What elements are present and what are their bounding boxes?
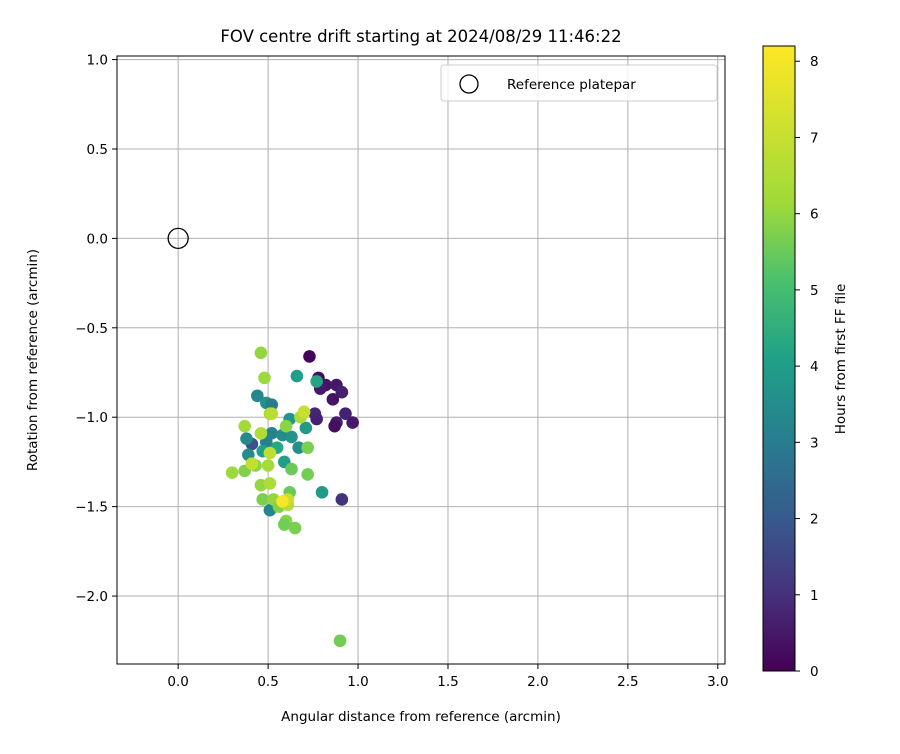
x-tick-label: 0.5 xyxy=(257,674,278,690)
data-point xyxy=(339,407,352,420)
colorbar-tick-label: 7 xyxy=(810,130,819,146)
x-tick-label: 0.0 xyxy=(167,674,188,690)
x-tick-label: 1.5 xyxy=(437,674,458,690)
y-tick-label: 0.5 xyxy=(87,142,108,158)
data-point xyxy=(285,462,298,476)
y-tick-label: 0.0 xyxy=(87,231,108,247)
legend-open-circle-icon xyxy=(459,74,479,94)
data-point xyxy=(261,459,275,472)
data-point xyxy=(238,419,252,433)
x-tick-label: 2.5 xyxy=(617,674,638,690)
colorbar-tick-label: 4 xyxy=(810,359,819,375)
y-tick-label: −1.5 xyxy=(75,500,108,516)
y-tick-label: −2.0 xyxy=(75,589,108,605)
plot-frame xyxy=(116,55,726,665)
x-tick-label: 3.0 xyxy=(707,674,728,690)
data-point xyxy=(328,419,341,433)
data-point xyxy=(346,416,359,429)
data-point xyxy=(256,493,270,506)
data-point xyxy=(288,521,302,535)
colorbar: 0 1 2 3 4 5 6 7 8 Hours from first FF file xyxy=(762,45,849,680)
y-tick-label: −0.5 xyxy=(75,321,108,337)
x-axis-label: Angular distance from reference (arcmin) xyxy=(281,709,561,725)
data-point xyxy=(299,421,313,435)
data-point xyxy=(326,393,340,406)
x-axis-ticks: 0.0 0.5 1.0 1.5 2.0 2.5 3.0 xyxy=(167,664,729,690)
data-point xyxy=(290,369,304,383)
data-point xyxy=(303,350,316,363)
data-point xyxy=(276,494,289,508)
data-point xyxy=(310,375,323,388)
colorbar-tick-label: 6 xyxy=(810,207,819,223)
data-point xyxy=(285,430,298,444)
data-point xyxy=(251,389,264,403)
x-tick-label: 2.0 xyxy=(527,674,548,690)
data-point xyxy=(240,432,253,445)
colorbar-gradient xyxy=(762,45,796,672)
data-point xyxy=(263,477,277,490)
reference-marker xyxy=(167,227,189,250)
data-point xyxy=(301,468,314,481)
grid xyxy=(117,56,725,664)
y-tick-label: 1.0 xyxy=(87,53,108,69)
data-point xyxy=(245,457,259,471)
colorbar-tick-label: 2 xyxy=(810,512,819,528)
chart-title: FOV centre drift starting at 2024/08/29 … xyxy=(220,27,621,46)
legend-label: Reference platepar xyxy=(507,77,636,93)
y-axis-label: Rotation from reference (arcmin) xyxy=(25,249,41,471)
data-point xyxy=(254,346,268,360)
colorbar-tick-label: 5 xyxy=(810,283,819,299)
data-point xyxy=(258,371,271,385)
reference-point xyxy=(167,227,189,250)
data-point xyxy=(315,486,329,499)
data-point xyxy=(263,446,277,460)
colorbar-tick-label: 0 xyxy=(810,664,819,680)
data-point xyxy=(254,427,268,440)
y-axis-ticks: 1.0 0.5 0.0 −0.5 −1.0 −1.5 −2.0 xyxy=(75,53,117,605)
y-tick-label: −1.0 xyxy=(75,410,108,426)
data-point xyxy=(292,441,305,454)
data-point xyxy=(265,407,278,420)
data-point xyxy=(277,518,291,531)
legend: Reference platepar xyxy=(440,64,718,102)
data-point xyxy=(301,441,314,454)
colorbar-tick-label: 3 xyxy=(810,435,819,451)
data-point xyxy=(279,419,293,433)
data-point xyxy=(333,634,347,648)
legend-box xyxy=(440,64,718,102)
colorbar-tick-label: 8 xyxy=(810,54,819,70)
data-points xyxy=(225,346,359,648)
colorbar-ticks: 0 1 2 3 4 5 6 7 8 xyxy=(795,54,819,680)
data-point xyxy=(335,385,349,399)
data-point xyxy=(310,412,323,426)
x-tick-label: 1.0 xyxy=(347,674,368,690)
data-point xyxy=(335,493,349,506)
data-point xyxy=(297,405,311,419)
colorbar-tick-label: 1 xyxy=(810,588,819,604)
colorbar-label: Hours from first FF file xyxy=(833,284,849,435)
data-point xyxy=(225,466,239,479)
